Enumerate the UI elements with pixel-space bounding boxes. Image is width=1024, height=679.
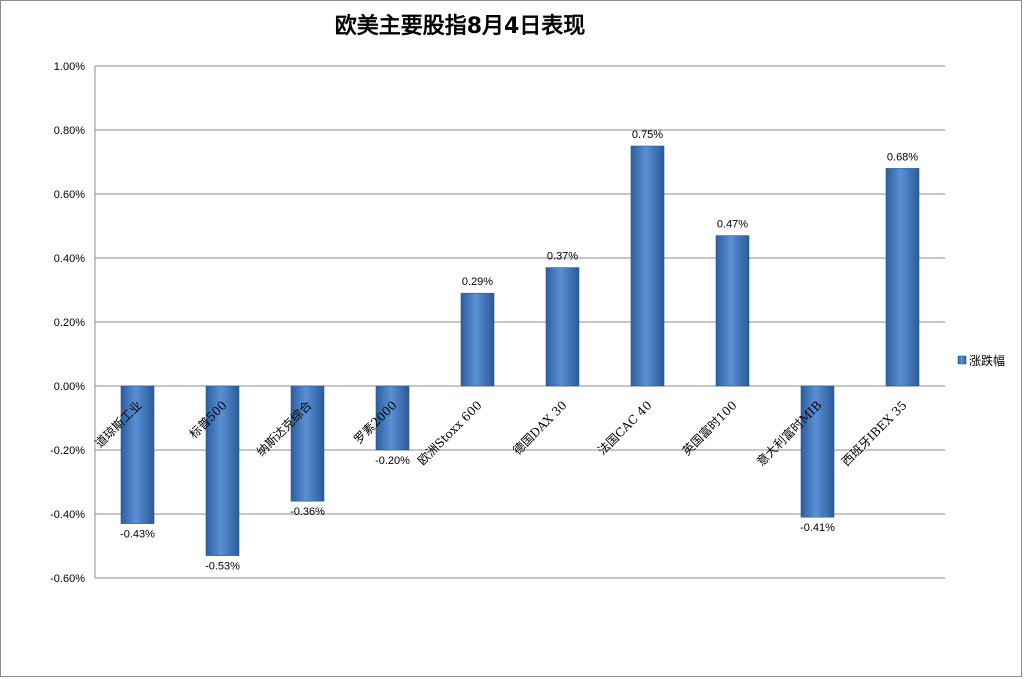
x-tick-label: 英国富时100 [679, 398, 740, 459]
y-tick-label: -0.20% [50, 445, 85, 457]
data-label: 0.37% [547, 251, 578, 263]
data-label: -0.36% [290, 506, 325, 518]
y-tick-label: 0.80% [54, 125, 85, 137]
data-label: -0.43% [120, 529, 155, 541]
y-tick-label: -0.60% [50, 573, 85, 585]
y-tick-label: -0.40% [50, 509, 85, 521]
y-tick-label: 0.60% [54, 189, 85, 201]
y-tick-label: 1.00% [54, 61, 85, 73]
bar [546, 268, 579, 386]
bar [631, 146, 664, 386]
x-tick-label: 法国CAC 40 [595, 398, 654, 457]
y-tick-label: 0.20% [54, 317, 85, 329]
x-tick-label: 欧洲Stoxx 600 [415, 398, 485, 468]
y-tick-label: 0.00% [54, 381, 85, 393]
data-label: -0.53% [205, 561, 240, 573]
data-label: -0.41% [800, 522, 835, 534]
bar [461, 293, 494, 386]
data-label: 0.75% [632, 129, 663, 141]
y-tick-label: 0.40% [54, 253, 85, 265]
x-tick-label: 西班牙IBEX 35 [839, 398, 910, 469]
legend-label: 涨跌幅 [969, 353, 1005, 368]
data-label: 0.29% [462, 276, 493, 288]
data-label: 0.68% [887, 151, 918, 163]
legend-swatch [958, 356, 966, 364]
data-label: -0.20% [375, 455, 410, 467]
legend: 涨跌幅 [958, 353, 1005, 368]
bar [716, 236, 749, 386]
data-label: 0.47% [717, 219, 748, 231]
x-tick-label: 德国DAX 30 [510, 398, 570, 458]
bar [886, 168, 919, 386]
